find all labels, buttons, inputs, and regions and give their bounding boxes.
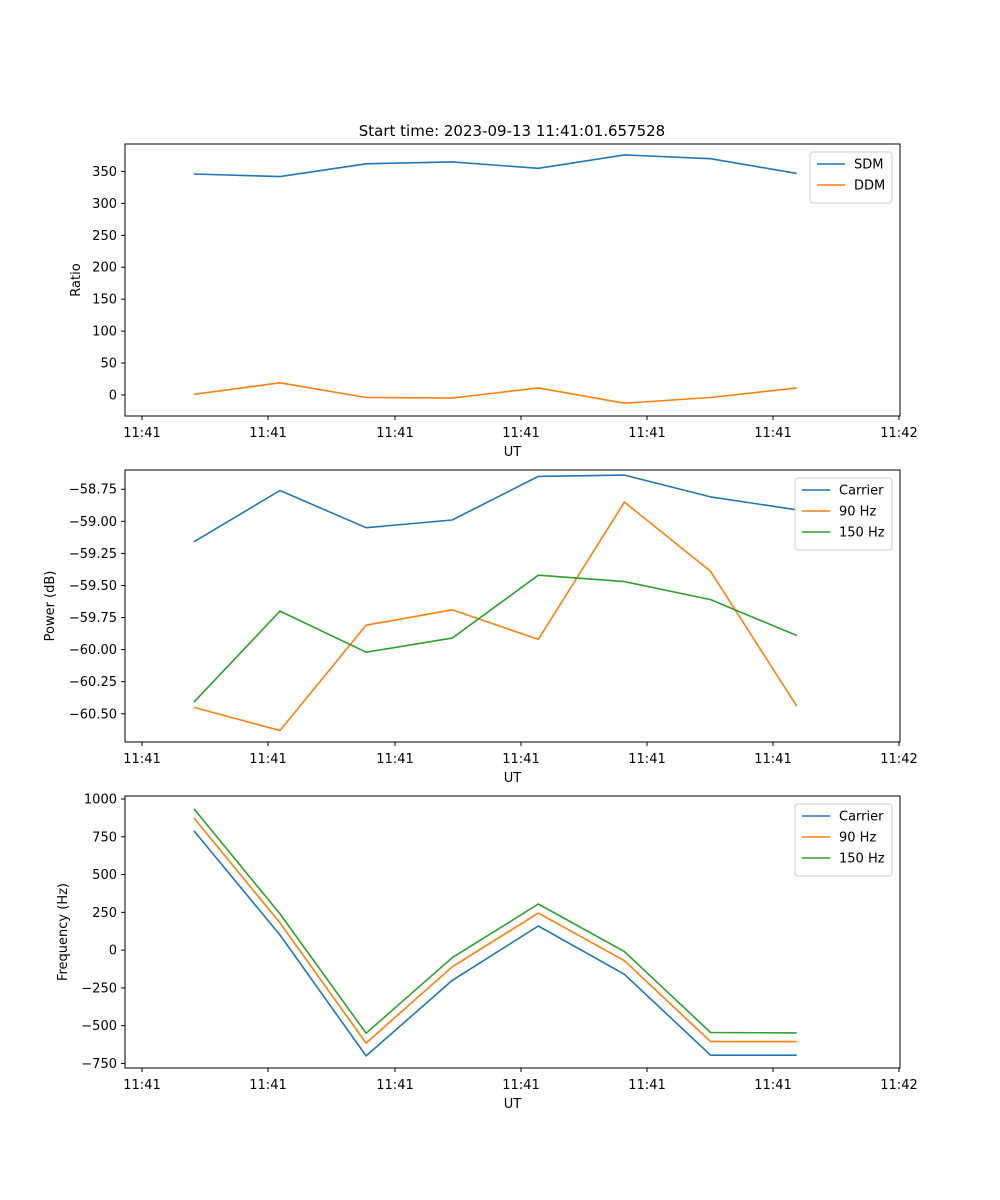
chart-title: Start time: 2023-09-13 11:41:01.657528 xyxy=(359,122,665,140)
chart-panel-2: −60.50 −60.25 −60.00 −59.75 −59.50 −59.25 −59.… xyxy=(43,469,918,786)
y-axis-label: Power (dB) xyxy=(43,571,58,642)
x-tick-label: 11:42 xyxy=(880,1078,917,1093)
x-tick-label: 11:41 xyxy=(628,426,665,441)
legend-label: Carrier xyxy=(839,810,884,825)
legend-label: 150 Hz xyxy=(839,526,885,541)
x-axis-label: UT xyxy=(504,1097,522,1112)
legend-label: Carrier xyxy=(839,484,884,499)
y-tick-label: 500 xyxy=(92,868,117,883)
legend-label: SDM xyxy=(854,158,883,173)
y-tick-label: 250 xyxy=(92,229,117,244)
series-line-150-hz xyxy=(193,808,797,1034)
y-tick-label: 200 xyxy=(92,261,117,276)
y-tick-label: 350 xyxy=(92,165,117,180)
y-tick-label: −60.25 xyxy=(69,675,117,690)
x-tick-label: 11:41 xyxy=(123,752,160,767)
y-tick-label: −750 xyxy=(81,1057,117,1072)
y-axis-label: Ratio xyxy=(69,263,84,296)
legend-label: 90 Hz xyxy=(839,505,876,520)
x-tick-label: 11:41 xyxy=(502,752,539,767)
y-tick-label: 1000 xyxy=(84,793,117,808)
legend: Carrier 90 Hz 150 Hz xyxy=(794,803,893,877)
legend-label: 150 Hz xyxy=(839,852,885,867)
chart-panel-1: 0 50 100 150 200 250 300 350 11:41 11:41 11:41 11:4… xyxy=(69,143,918,460)
axes-frame xyxy=(124,795,901,1069)
x-tick-label: 11:41 xyxy=(249,752,286,767)
x-tick-label: 11:41 xyxy=(376,752,413,767)
series-line-carrier xyxy=(193,474,797,543)
legend-label: DDM xyxy=(854,179,885,194)
series-line-carrier xyxy=(193,830,797,1057)
y-tick-label: 300 xyxy=(92,197,117,212)
x-tick-label: 11:41 xyxy=(123,426,160,441)
x-tick-label: 11:41 xyxy=(249,1078,286,1093)
series-line-90-hz xyxy=(193,817,797,1044)
x-tick-label: 11:41 xyxy=(754,426,791,441)
y-tick-label: 250 xyxy=(92,906,117,921)
x-tick-label: 11:41 xyxy=(123,1078,160,1093)
y-tick-label: −59.00 xyxy=(69,515,117,530)
x-axis-label: UT xyxy=(504,771,522,786)
y-tick-label: −59.50 xyxy=(69,579,117,594)
y-tick-label: −250 xyxy=(81,981,117,996)
y-tick-label: −58.75 xyxy=(69,483,117,498)
x-tick-label: 11:42 xyxy=(880,752,917,767)
series-line-90-hz xyxy=(193,501,798,732)
y-tick-label: 150 xyxy=(92,293,117,308)
y-tick-label: −60.00 xyxy=(69,643,117,658)
axes-frame xyxy=(124,143,901,417)
x-tick-label: 11:41 xyxy=(502,426,539,441)
x-tick-label: 11:41 xyxy=(628,752,665,767)
legend: SDM DDM xyxy=(809,151,893,204)
x-tick-label: 11:41 xyxy=(754,1078,791,1093)
chart-panel-3: −750 −500 −250 0 250 500 750 1000 11:41 11:41 11:4… xyxy=(56,793,918,1112)
legend-label: 90 Hz xyxy=(839,831,876,846)
y-tick-label: 0 xyxy=(109,944,117,959)
y-tick-label: −500 xyxy=(81,1019,117,1034)
y-tick-label: −59.25 xyxy=(69,547,117,562)
x-tick-label: 11:42 xyxy=(880,426,917,441)
y-tick-label: 100 xyxy=(92,325,117,340)
axes-frame xyxy=(124,469,901,743)
x-tick-label: 11:41 xyxy=(249,426,286,441)
x-axis-label: UT xyxy=(504,445,522,460)
series-line-150-hz xyxy=(193,574,798,703)
x-tick-label: 11:41 xyxy=(376,426,413,441)
series-line-sdm xyxy=(193,154,797,178)
y-tick-label: 50 xyxy=(100,357,117,372)
y-tick-label: 750 xyxy=(92,830,117,845)
y-axis-label: Frequency (Hz) xyxy=(56,883,71,981)
y-tick-label: −59.75 xyxy=(69,611,117,626)
x-tick-label: 11:41 xyxy=(502,1078,539,1093)
legend: Carrier 90 Hz 150 Hz xyxy=(794,477,893,551)
x-tick-label: 11:41 xyxy=(754,752,791,767)
x-tick-label: 11:41 xyxy=(376,1078,413,1093)
x-tick-label: 11:41 xyxy=(628,1078,665,1093)
series-line-ddm xyxy=(193,381,797,405)
y-tick-label: 0 xyxy=(109,388,117,403)
y-tick-label: −60.50 xyxy=(69,707,117,722)
